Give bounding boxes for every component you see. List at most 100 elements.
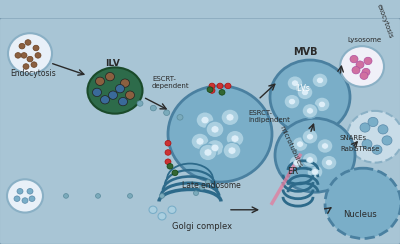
Circle shape xyxy=(150,105,156,111)
Circle shape xyxy=(96,77,104,85)
FancyBboxPatch shape xyxy=(0,18,400,244)
Text: Golgi complex: Golgi complex xyxy=(172,222,232,231)
Circle shape xyxy=(126,91,134,99)
Circle shape xyxy=(149,206,157,214)
Circle shape xyxy=(194,191,198,195)
Circle shape xyxy=(312,73,328,88)
Circle shape xyxy=(106,72,114,81)
Circle shape xyxy=(100,96,110,104)
Text: Lysosome: Lysosome xyxy=(347,37,381,43)
Circle shape xyxy=(368,117,378,127)
Circle shape xyxy=(217,83,223,89)
Circle shape xyxy=(206,121,224,138)
Text: Nucleus: Nucleus xyxy=(343,210,377,219)
Circle shape xyxy=(326,159,332,166)
Circle shape xyxy=(206,180,210,184)
Text: microtubules: microtubules xyxy=(278,125,303,169)
Circle shape xyxy=(364,57,372,65)
Circle shape xyxy=(191,133,209,150)
Circle shape xyxy=(306,133,314,140)
Circle shape xyxy=(172,170,178,176)
Circle shape xyxy=(116,84,124,93)
Circle shape xyxy=(165,150,171,155)
Circle shape xyxy=(160,193,164,198)
Circle shape xyxy=(302,103,318,118)
Circle shape xyxy=(206,140,224,156)
Text: SNAREs: SNAREs xyxy=(340,135,367,142)
Circle shape xyxy=(302,89,308,96)
Circle shape xyxy=(228,147,236,154)
Circle shape xyxy=(340,46,384,87)
Circle shape xyxy=(288,98,296,105)
Circle shape xyxy=(200,185,204,190)
Text: Late endosome: Late endosome xyxy=(182,181,241,190)
Circle shape xyxy=(19,43,25,49)
Circle shape xyxy=(352,66,360,74)
Circle shape xyxy=(211,126,219,133)
Circle shape xyxy=(165,141,171,146)
Text: Endocytosis: Endocytosis xyxy=(10,69,56,78)
Circle shape xyxy=(204,149,212,156)
Circle shape xyxy=(321,155,337,170)
Circle shape xyxy=(350,55,358,63)
Circle shape xyxy=(316,77,324,84)
Circle shape xyxy=(211,144,219,152)
Circle shape xyxy=(25,40,31,45)
Circle shape xyxy=(167,163,173,169)
Circle shape xyxy=(168,206,176,214)
Circle shape xyxy=(275,118,355,192)
Circle shape xyxy=(158,213,166,220)
Text: ESCRT-
dependent: ESCRT- dependent xyxy=(152,76,190,89)
Circle shape xyxy=(325,168,400,238)
Circle shape xyxy=(22,198,28,203)
Circle shape xyxy=(360,72,368,80)
Circle shape xyxy=(118,97,128,106)
Circle shape xyxy=(168,86,272,182)
Circle shape xyxy=(31,62,37,67)
Circle shape xyxy=(196,138,204,145)
Circle shape xyxy=(27,56,33,62)
Circle shape xyxy=(378,125,388,134)
Circle shape xyxy=(362,140,372,149)
Circle shape xyxy=(15,53,21,58)
Circle shape xyxy=(284,94,300,109)
Circle shape xyxy=(296,141,304,147)
Circle shape xyxy=(289,155,305,170)
Circle shape xyxy=(360,123,370,132)
Text: ESRCT-
indipendent: ESRCT- indipendent xyxy=(248,110,290,123)
Circle shape xyxy=(270,60,350,134)
Text: MVB: MVB xyxy=(293,47,318,57)
Circle shape xyxy=(317,139,333,153)
Circle shape xyxy=(17,189,23,194)
Circle shape xyxy=(347,111,400,163)
Circle shape xyxy=(196,112,214,128)
Circle shape xyxy=(292,80,298,86)
Circle shape xyxy=(226,114,234,121)
Circle shape xyxy=(297,85,313,100)
Circle shape xyxy=(302,129,318,144)
Circle shape xyxy=(165,159,171,164)
Circle shape xyxy=(231,135,239,142)
Circle shape xyxy=(306,157,314,163)
Circle shape xyxy=(302,152,318,167)
Text: ILVs: ILVs xyxy=(295,83,310,92)
Text: ILV: ILV xyxy=(105,60,120,69)
Circle shape xyxy=(314,97,330,112)
Circle shape xyxy=(108,91,118,99)
Circle shape xyxy=(221,109,239,126)
Circle shape xyxy=(120,79,130,87)
Circle shape xyxy=(164,110,170,115)
Circle shape xyxy=(292,137,308,152)
Circle shape xyxy=(382,136,392,145)
Circle shape xyxy=(306,108,314,114)
Text: exocytosis: exocytosis xyxy=(376,3,394,40)
Circle shape xyxy=(223,142,241,159)
Circle shape xyxy=(312,169,318,175)
Circle shape xyxy=(209,83,215,89)
Circle shape xyxy=(356,61,364,68)
Circle shape xyxy=(226,130,244,147)
Circle shape xyxy=(207,87,213,92)
Circle shape xyxy=(128,193,132,198)
Circle shape xyxy=(21,53,27,58)
Circle shape xyxy=(35,53,41,58)
